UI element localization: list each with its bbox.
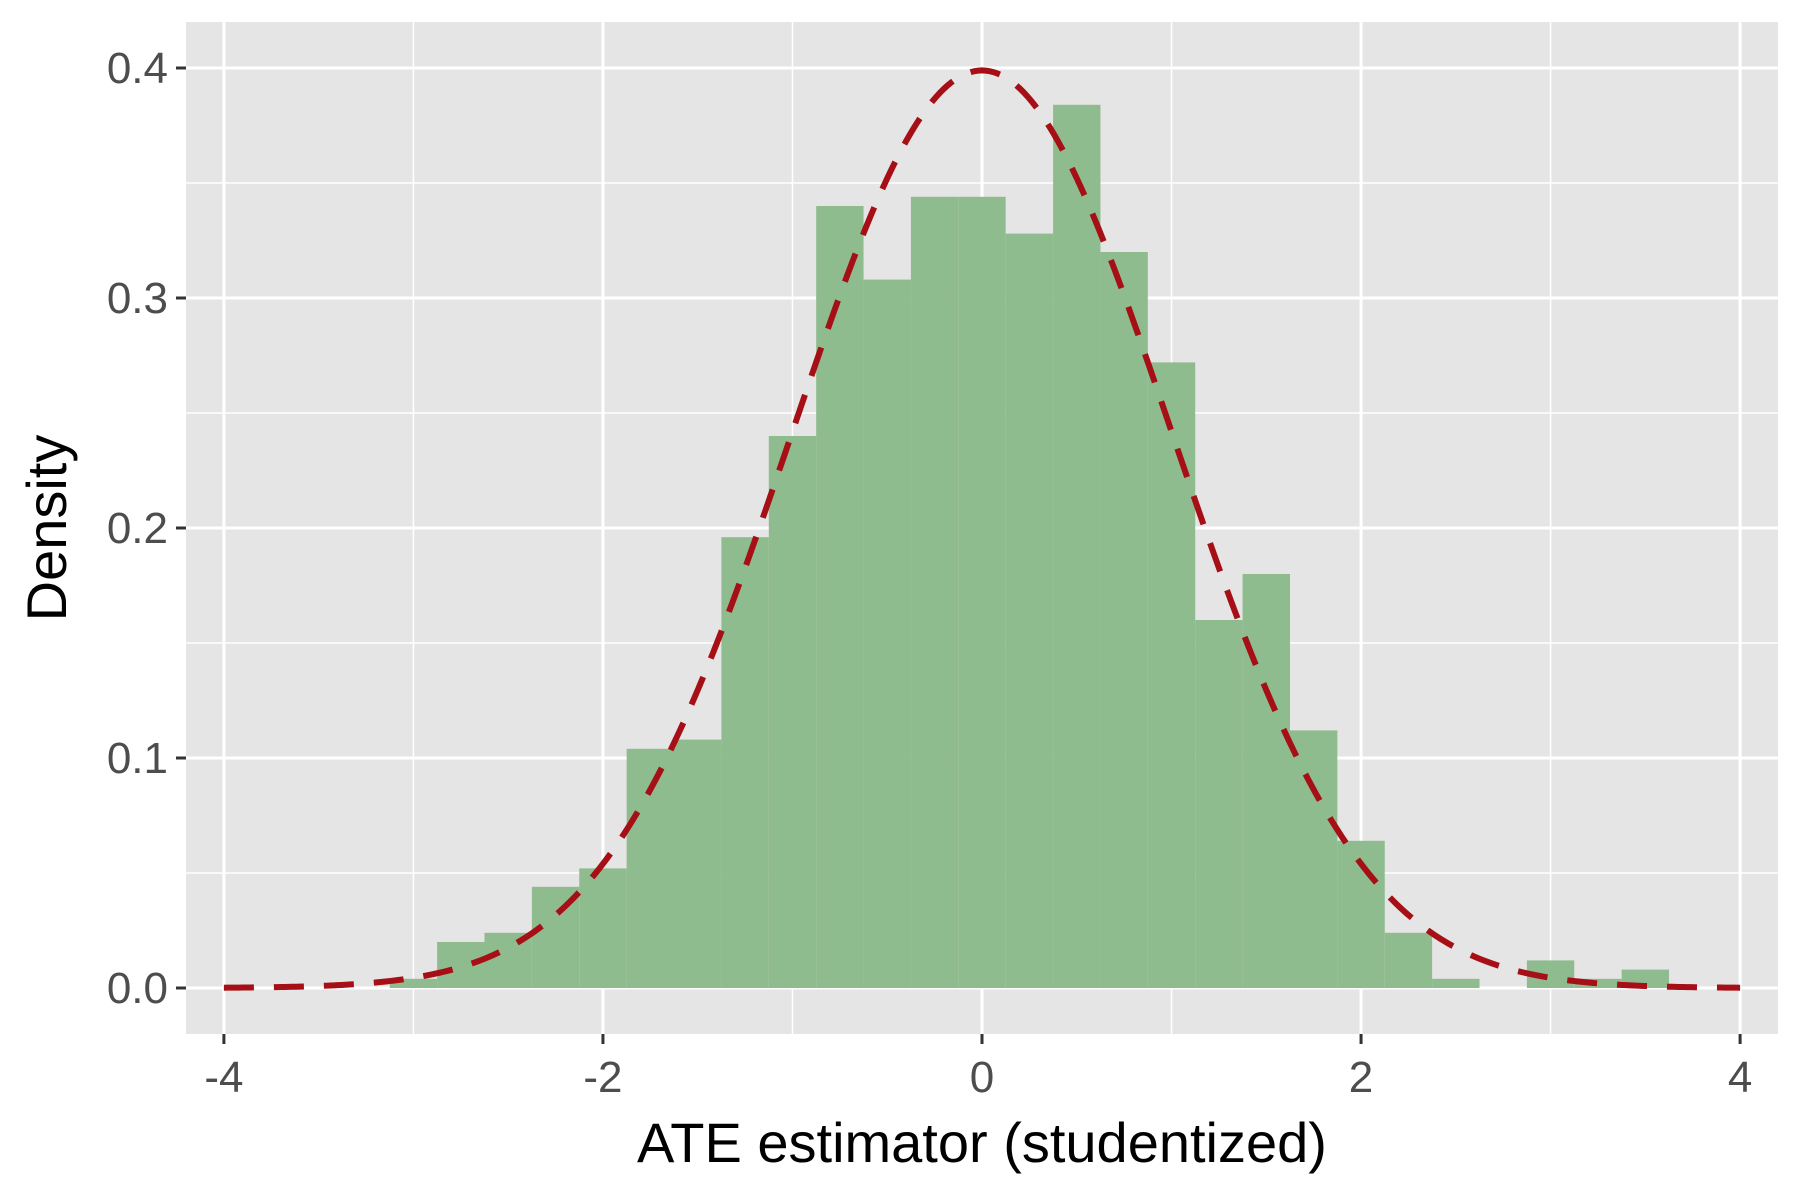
x-axis-ticks: -4 -2 0 2 4 — [204, 1034, 1752, 1102]
histogram-bar-11 — [863, 279, 911, 989]
histogram-bar-12 — [910, 196, 959, 989]
x-tick-label: 2 — [1349, 1053, 1373, 1102]
histogram-bar-20 — [1289, 730, 1338, 988]
histogram-bar-7 — [674, 739, 722, 988]
histogram-bar-17 — [1147, 362, 1196, 988]
histogram-bar-23 — [1432, 978, 1480, 988]
y-tick-label: 0.2 — [107, 504, 168, 553]
x-tick-label: -4 — [204, 1053, 243, 1102]
histogram-bar-15 — [1053, 104, 1101, 989]
y-tick-label: 0.0 — [107, 964, 168, 1013]
histogram-bar-13 — [958, 196, 1006, 989]
histogram-bar-14 — [1005, 233, 1054, 989]
histogram-bar-22 — [1384, 932, 1433, 988]
x-tick-label: 0 — [970, 1053, 994, 1102]
x-tick-label: -2 — [583, 1053, 622, 1102]
y-axis-ticks: 0.0 0.1 0.2 0.3 0.4 — [107, 44, 186, 1013]
x-axis-title: ATE estimator (studentized) — [637, 1111, 1327, 1174]
histogram-bar-9 — [768, 436, 817, 988]
histogram-bar-16 — [1100, 252, 1148, 988]
histogram-bar-1 — [389, 978, 438, 988]
y-tick-label: 0.3 — [107, 274, 168, 323]
histogram-bar-19 — [1242, 574, 1290, 988]
histogram-bar-18 — [1195, 620, 1243, 988]
histogram-bar-8 — [721, 537, 769, 988]
y-tick-label: 0.4 — [107, 44, 168, 93]
x-tick-label: 4 — [1728, 1053, 1752, 1102]
y-axis-title: Density — [15, 435, 78, 622]
histogram-bar-2 — [437, 942, 485, 988]
y-tick-label: 0.1 — [107, 734, 168, 783]
histogram-bar-26 — [1574, 978, 1622, 988]
histogram-bar-10 — [816, 206, 864, 988]
histogram-bar-5 — [579, 868, 627, 988]
histogram-bars — [389, 104, 1670, 989]
normal-density-curve — [223, 67, 1741, 991]
